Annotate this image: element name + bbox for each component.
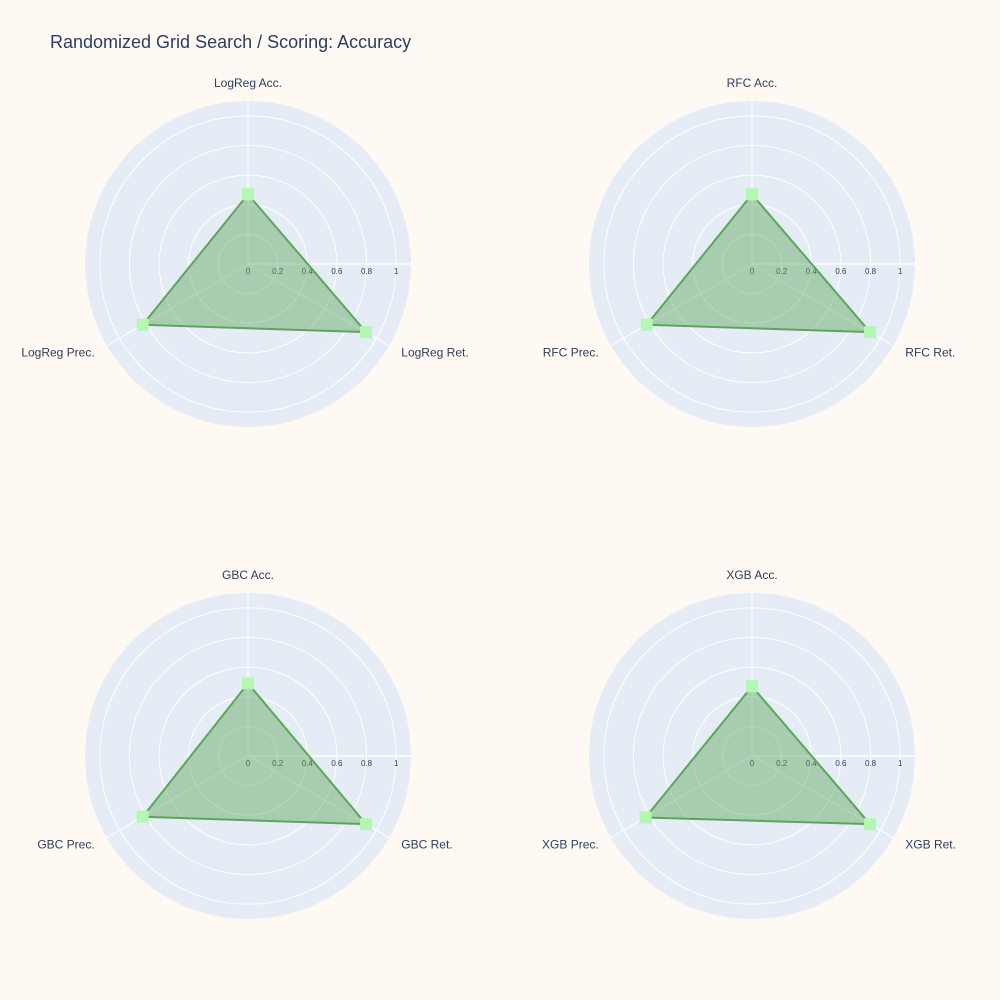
data-area <box>141 193 368 334</box>
radial-tick-label: 0 <box>750 267 755 276</box>
radial-tick-label: 0.4 <box>806 267 818 276</box>
radial-tick-label: 0.2 <box>272 267 284 276</box>
data-point-marker <box>746 188 758 201</box>
chart-title: Randomized Grid Search / Scoring: Accura… <box>50 32 412 52</box>
angular-axis-label: GBC Prec. <box>37 838 94 852</box>
angular-gridline <box>106 263 249 346</box>
radial-tick-label: 0.6 <box>331 267 343 276</box>
radial-tick-label: 0.8 <box>361 759 373 768</box>
angular-axis-label: RFC Ret. <box>905 346 955 360</box>
radar-subplot: 0 0.2 0.4 0.6 0.8 1 XGB Acc. XGB Ret. XGB Prec. <box>542 568 956 919</box>
angular-axis-label: GBC Ret. <box>401 838 452 852</box>
radial-tick-label: 0 <box>246 267 251 276</box>
angular-axis-label: RFC Acc. <box>727 76 778 90</box>
radial-tick-label: 0.6 <box>331 759 343 768</box>
radial-tick-label: 0 <box>246 759 251 768</box>
radar-subplot: 0 0.2 0.4 0.6 0.8 1 GBC Acc. GBC Ret. GBC Prec. <box>37 568 453 919</box>
radial-tick-label: 0.4 <box>302 759 314 768</box>
angular-axis-label: LogReg Acc. <box>214 76 282 90</box>
radial-tick-label: 0.6 <box>835 759 847 768</box>
angular-gridline <box>610 755 753 838</box>
data-point-marker <box>640 318 653 331</box>
angular-axis-label: XGB Prec. <box>542 838 599 852</box>
data-point-marker <box>360 326 373 339</box>
data-point-marker <box>746 680 758 693</box>
radial-tick-label: 0.8 <box>865 267 877 276</box>
data-area <box>141 682 368 826</box>
angular-gridline <box>106 755 249 838</box>
radial-tick-label: 1 <box>394 267 399 276</box>
radial-tick-label: 0.8 <box>865 759 877 768</box>
radial-tick-label: 0.4 <box>302 267 314 276</box>
radial-tick-label: 1 <box>898 267 903 276</box>
radar-subplot: 0 0.2 0.4 0.6 0.8 1 LogReg Acc. LogReg Ret. LogR… <box>21 76 469 427</box>
data-area <box>645 193 872 334</box>
data-area <box>644 685 872 826</box>
radial-tick-label: 1 <box>898 759 903 768</box>
angular-axis-label: RFC Prec. <box>543 346 599 360</box>
angular-axis-label: GBC Acc. <box>222 568 274 582</box>
radial-tick-label: 0 <box>750 759 755 768</box>
data-point-marker <box>360 818 373 831</box>
data-point-marker <box>242 677 254 690</box>
data-point-marker <box>136 318 149 331</box>
angular-axis-label: LogReg Prec. <box>21 346 94 360</box>
data-point-marker <box>864 326 877 339</box>
data-point-marker <box>864 818 877 831</box>
radial-tick-label: 0.2 <box>776 759 788 768</box>
angular-gridline <box>610 263 753 346</box>
data-point-marker <box>242 188 254 201</box>
data-point-marker <box>639 811 652 824</box>
radial-tick-label: 1 <box>394 759 399 768</box>
radial-tick-label: 0.8 <box>361 267 373 276</box>
angular-axis-label: LogReg Ret. <box>401 346 468 360</box>
radial-tick-label: 0.2 <box>272 759 284 768</box>
radial-tick-label: 0.6 <box>835 267 847 276</box>
data-point-marker <box>136 810 149 823</box>
radar-subplot: 0 0.2 0.4 0.6 0.8 1 RFC Acc. RFC Ret. RFC Prec. <box>543 76 955 427</box>
radial-tick-label: 0.4 <box>806 759 818 768</box>
angular-axis-label: XGB Ret. <box>905 838 956 852</box>
angular-axis-label: XGB Acc. <box>726 568 777 582</box>
radial-tick-label: 0.2 <box>776 267 788 276</box>
